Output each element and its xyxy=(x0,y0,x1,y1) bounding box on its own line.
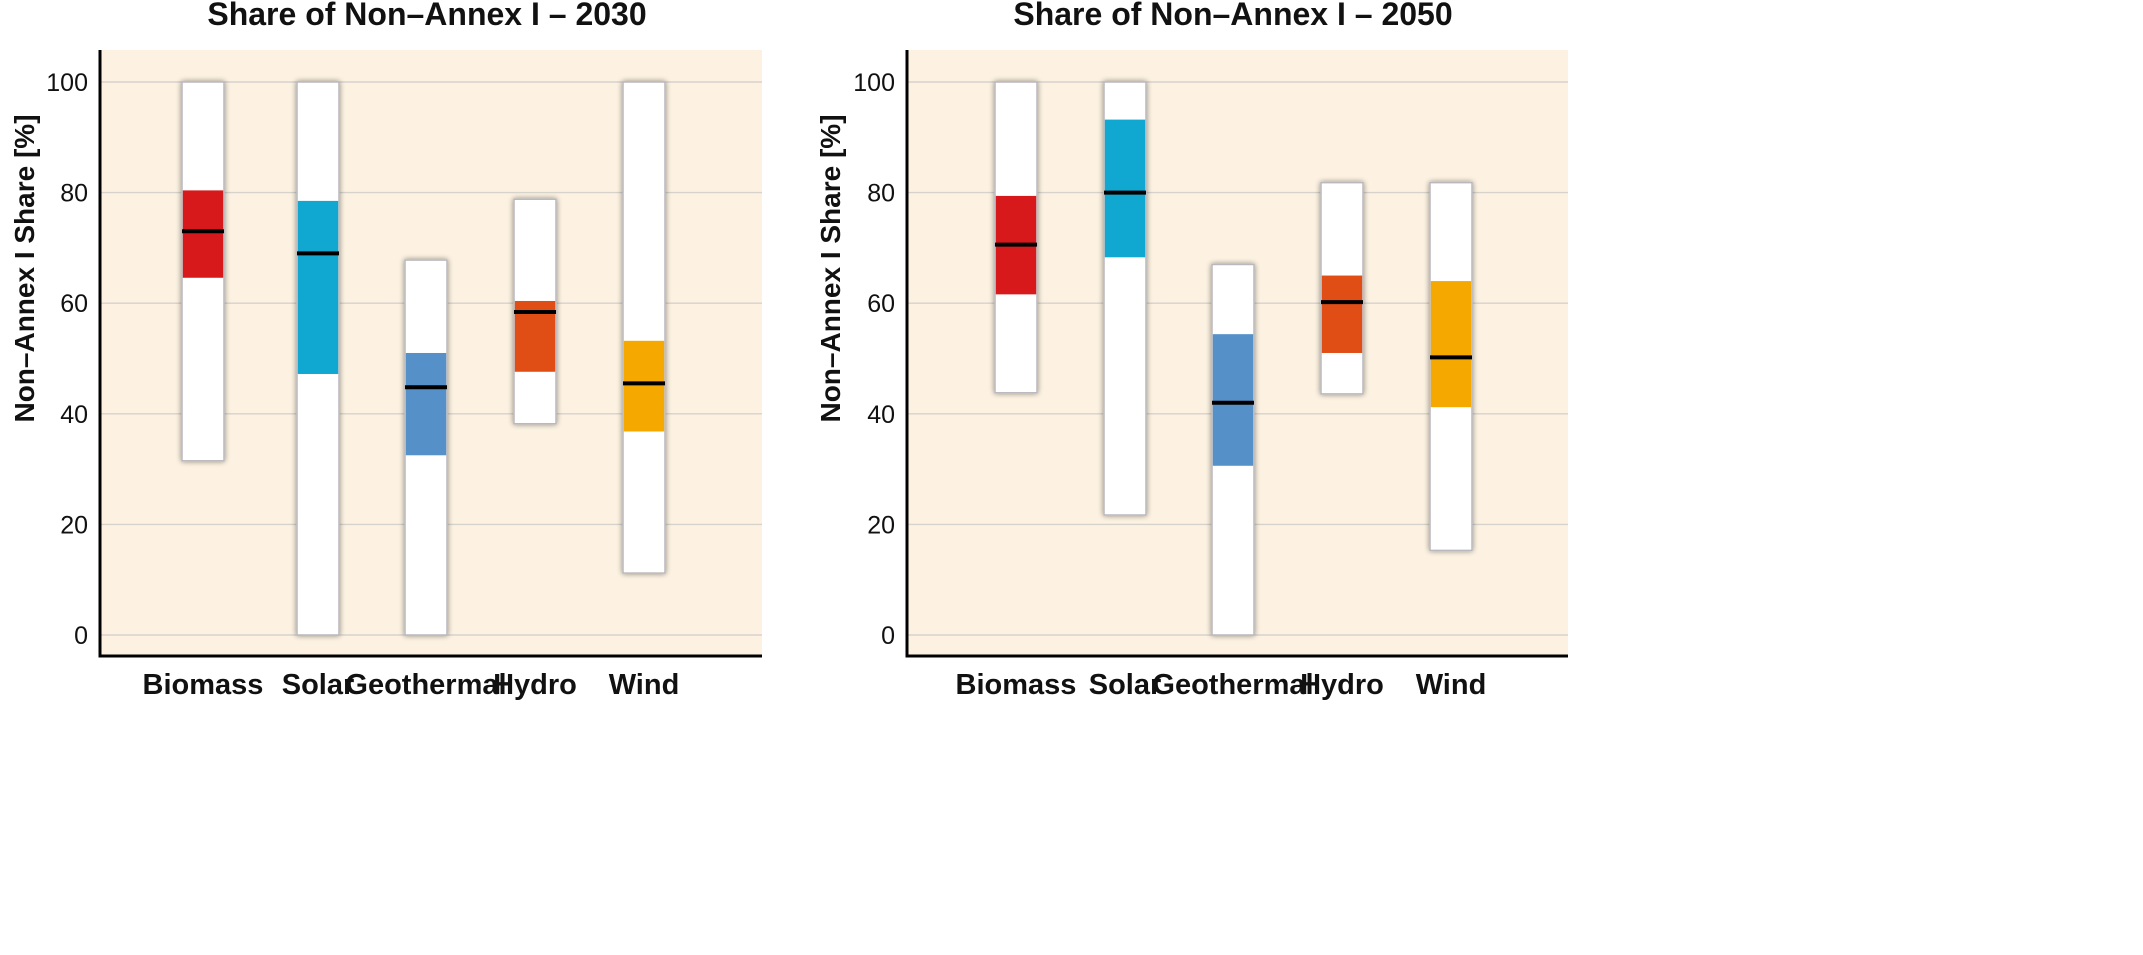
y-tick-label: 20 xyxy=(60,511,88,539)
x-category-label: Solar xyxy=(282,669,355,701)
chart-title: Share of Non–Annex I – 2030 xyxy=(207,0,646,32)
y-tick-label: 0 xyxy=(74,622,88,650)
y-tick-label: 60 xyxy=(867,290,895,318)
axes xyxy=(98,50,762,658)
y-tick-label: 100 xyxy=(853,69,895,97)
x-category-label: Solar xyxy=(1089,669,1162,701)
x-category-label: Wind xyxy=(1416,669,1487,701)
interquartile-box xyxy=(1321,275,1363,353)
y-tick-label: 80 xyxy=(60,180,88,208)
chart-title: Share of Non–Annex I – 2050 xyxy=(1013,0,1452,32)
interquartile-box xyxy=(1430,281,1472,408)
box-solar xyxy=(296,81,340,636)
x-category-label: Hydro xyxy=(1300,669,1384,701)
x-category-label: Biomass xyxy=(143,669,264,701)
x-category-label: Geothermal xyxy=(345,669,506,701)
box-solar xyxy=(1103,81,1147,516)
box-geothermal xyxy=(404,259,448,636)
box-hydro xyxy=(1320,181,1364,395)
y-tick-label: 60 xyxy=(60,290,88,318)
y-tick-label: 40 xyxy=(867,401,895,429)
box-biomass xyxy=(994,81,1038,394)
y-tick-label: 0 xyxy=(881,622,895,650)
y-tick-label: 80 xyxy=(867,180,895,208)
box-wind xyxy=(622,81,666,574)
y-axis-label: Non–Annex I Share [%] xyxy=(9,114,40,422)
interquartile-box xyxy=(405,352,447,456)
y-tick-label: 40 xyxy=(60,401,88,429)
x-category-label: Wind xyxy=(609,669,680,701)
y-tick-label: 20 xyxy=(867,511,895,539)
x-category-label: Hydro xyxy=(493,669,577,701)
axes xyxy=(905,50,1568,658)
box-series xyxy=(181,81,666,636)
box-series xyxy=(994,81,1473,636)
y-axis-label: Non–Annex I Share [%] xyxy=(815,114,846,422)
interquartile-box xyxy=(1104,119,1146,258)
box-biomass xyxy=(181,81,225,462)
x-category-label: Biomass xyxy=(956,669,1077,701)
chart-panel-2050: 0 20 40 60 80 100 Biomass SolarGeothermalHydro… xyxy=(815,0,1568,701)
interquartile-box xyxy=(297,200,339,374)
box-hydro xyxy=(513,198,557,425)
interquartile-box xyxy=(182,190,224,278)
y-tick-labels: 0 20 40 60 80 100 xyxy=(853,69,895,650)
x-category-label: Geothermal xyxy=(1152,669,1313,701)
box-wind xyxy=(1429,181,1473,552)
interquartile-box xyxy=(623,340,665,432)
interquartile-box xyxy=(1212,334,1254,466)
box-geothermal xyxy=(1211,263,1255,636)
y-tick-label: 100 xyxy=(46,69,88,97)
chart-panel-2030: 0 20 40 60 80 100 Biomass SolarGeothermalHydro… xyxy=(9,0,762,701)
y-tick-labels: 0 20 40 60 80 100 xyxy=(46,69,88,650)
range-bar xyxy=(622,81,666,574)
